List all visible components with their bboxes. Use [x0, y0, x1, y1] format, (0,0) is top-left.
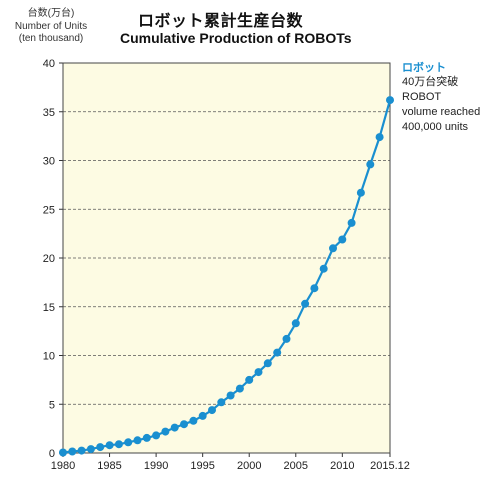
- data-point: [273, 348, 282, 357]
- data-point: [152, 431, 161, 440]
- data-point: [338, 235, 347, 244]
- y-tick-label: 35: [43, 107, 55, 119]
- data-point: [161, 427, 170, 436]
- y-tick-label: 20: [43, 253, 55, 265]
- x-tick-label: 1985: [97, 460, 121, 472]
- y-tick-label: 15: [43, 302, 55, 314]
- annotation-line-1: 40万台突破: [402, 76, 459, 88]
- data-point: [235, 384, 244, 393]
- data-point: [319, 264, 328, 273]
- y-axis-label-jp: 台数(万台): [27, 8, 75, 19]
- data-point: [217, 398, 226, 407]
- data-point: [86, 445, 95, 454]
- data-point: [254, 368, 263, 377]
- data-point: [124, 438, 133, 447]
- annotation-line-3: volume reached: [402, 106, 481, 118]
- x-tick-label: 1995: [190, 460, 214, 472]
- data-point: [142, 433, 151, 442]
- data-point: [68, 447, 77, 456]
- x-tick-label: 1980: [51, 460, 75, 472]
- annotation-box: ロボット 40万台突破 ROBOT volume reached 400,000…: [402, 60, 480, 135]
- data-point: [301, 299, 310, 308]
- data-point: [189, 416, 198, 425]
- data-point: [198, 411, 207, 420]
- x-tick-label: 2010: [330, 460, 354, 472]
- data-point: [208, 406, 216, 415]
- data-point: [245, 375, 254, 384]
- data-point: [386, 96, 394, 105]
- y-tick-label: 25: [43, 204, 55, 216]
- y-tick-label: 30: [43, 156, 55, 168]
- y-axis-label: 台数(万台) Number of Units (ten thousand): [6, 8, 96, 46]
- plot-border: [62, 62, 391, 454]
- data-point: [77, 446, 86, 455]
- y-tick-label: 0: [49, 448, 55, 460]
- data-point: [263, 359, 272, 368]
- y-axis-label-unit: (ten thousand): [18, 33, 84, 44]
- annotation-title: ロボット: [402, 61, 446, 74]
- data-point: [180, 420, 188, 429]
- data-point: [226, 391, 235, 400]
- data-point: [310, 284, 319, 293]
- y-tick-label: 40: [43, 58, 55, 70]
- y-axis-label-en: Number of Units: [14, 20, 88, 32]
- x-tick-label: 2015.12: [370, 460, 410, 472]
- data-point: [356, 188, 365, 197]
- x-tick-label: 2005: [284, 460, 308, 472]
- data-point: [105, 441, 114, 450]
- chart-title: ロボット累計生産台数: [138, 11, 304, 30]
- data-point: [291, 319, 300, 328]
- data-point: [133, 436, 142, 445]
- y-tick-label: 5: [49, 399, 55, 411]
- data-point: [96, 443, 105, 452]
- data-point: [347, 218, 356, 227]
- y-tick-label: 10: [43, 351, 55, 363]
- chart-subtitle: Cumulative Production of ROBOTs: [120, 30, 352, 46]
- data-point: [282, 334, 291, 343]
- data-point: [329, 244, 337, 253]
- x-tick-label: 1990: [144, 460, 168, 472]
- annotation-line-2: ROBOT: [402, 91, 442, 103]
- data-point: [170, 423, 179, 432]
- x-tick-label: 2000: [237, 460, 261, 472]
- data-point: [366, 160, 375, 169]
- data-point: [375, 133, 384, 142]
- data-point: [59, 448, 67, 457]
- annotation-line-4: 400,000 units: [402, 121, 469, 133]
- data-point: [114, 440, 123, 449]
